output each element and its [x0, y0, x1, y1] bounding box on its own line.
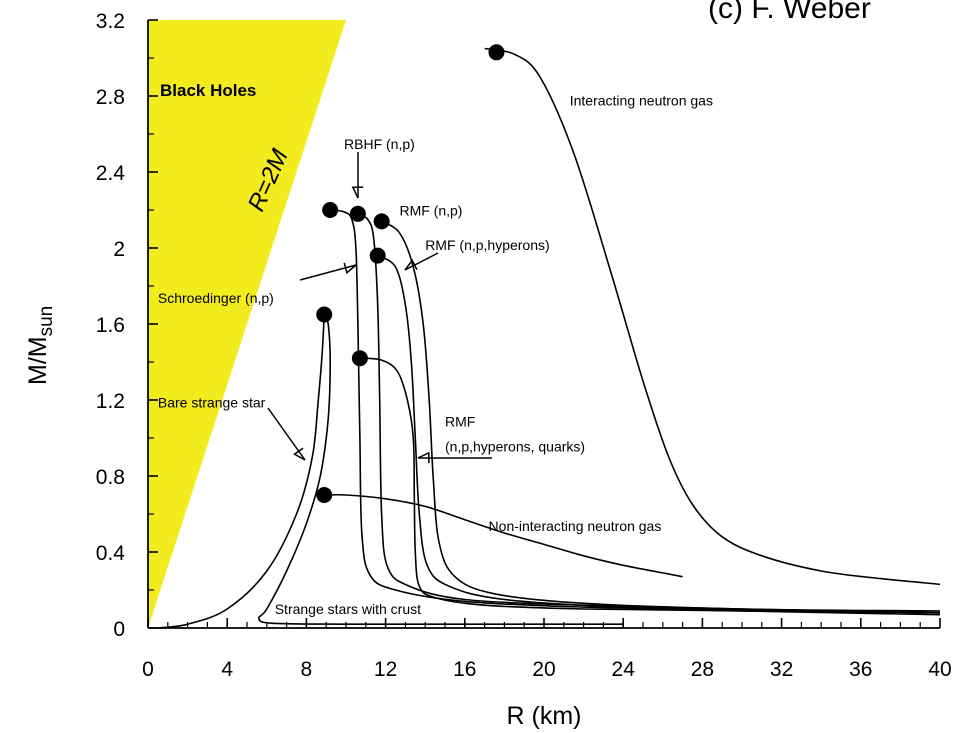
label-interacting-neutron-gas: Interacting neutron gas: [570, 93, 713, 109]
black-holes-label: Black Holes: [160, 81, 256, 100]
label-schroedinger-n-p: Schroedinger (n,p): [158, 290, 274, 306]
label-bare-strange-star: Bare strange star: [158, 395, 266, 411]
curve-schroedinger-n-p: [330, 209, 941, 616]
curve-strange-stars-with-crust: [257, 314, 624, 626]
x-tick-label: 20: [532, 658, 555, 681]
max-mass-point-rmf-n-p-hyperons: [369, 247, 386, 264]
curve-interacting-neutron-gas: [484, 47, 941, 586]
x-tick-label: 32: [770, 658, 793, 681]
labels-layer: Interacting neutron gas RBHF (n,p) RMF (n,…: [158, 93, 713, 617]
curve-bare-strange-star: [157, 314, 325, 629]
x-tick-label: 8: [301, 658, 313, 681]
x-tick-label: 40: [928, 658, 951, 681]
max-mass-point-rbhf-n-p: [349, 205, 366, 222]
bare-strange-star-arrow: [267, 407, 306, 461]
rmf-quarks-arrow: [417, 451, 492, 464]
axes-layer: 0 4 8 12 16 20 24 28 32 36 40 0 0.4 0.8 1.2 1.6 2 2.4 2.8 3…: [24, 10, 952, 730]
x-tick-label: 36: [849, 658, 872, 681]
y-tick-label: 2.4: [96, 162, 126, 185]
max-mass-point-non-interacting-neutron-gas: [316, 487, 333, 503]
curve-rmf-n-p-hyperons-quarks: [359, 357, 941, 614]
label-rmf-n-p: RMF (n,p): [399, 203, 462, 219]
arrows-layer: [267, 152, 492, 464]
schroedinger-arrow: [299, 262, 357, 281]
x-tick-label: 12: [374, 658, 397, 681]
x-tick-label: 24: [612, 658, 636, 681]
black-hole-region: [148, 20, 346, 628]
x-tick-label: 16: [453, 658, 476, 681]
rmf-hyperons-arrow: [404, 252, 439, 271]
max-mass-point-rmf-n-p: [373, 213, 390, 230]
label-rmf: RMF: [445, 414, 475, 430]
max-mass-point-bare-strange-star: [316, 306, 333, 323]
label-rmf-n-p-hyperons: RMF (n,p,hyperons): [425, 237, 549, 253]
y-tick-label: 1.2: [96, 390, 125, 413]
x-tick-label: 4: [221, 658, 233, 681]
image-credit: (c) F. Weber: [708, 0, 871, 25]
bare-strange-star-arrow-head: [293, 447, 306, 461]
rbhf-arrow: [351, 152, 364, 199]
y-axis-title-subscript: sun: [36, 306, 57, 337]
y-tick-label: 0.4: [96, 542, 126, 565]
y-tick-label: 3.2: [96, 10, 125, 33]
y-tick-label: 0: [113, 618, 125, 641]
x-axis-title: R (km): [507, 702, 582, 730]
rmf-quarks-arrow-head: [417, 451, 430, 464]
x-tick-label: 28: [691, 658, 714, 681]
schroedinger-arrow-shaft: [299, 264, 357, 281]
y-tick-label: 0.8: [96, 466, 125, 489]
rmf-hyperons-arrow-shaft: [404, 252, 439, 271]
label-n-p-hyperons-quarks: (n,p,hyperons, quarks): [445, 438, 585, 454]
curve-rmf-n-p: [381, 220, 941, 612]
label-non-interacting-neutron-gas: Non-interacting neutron gas: [489, 518, 662, 534]
max-mass-point-schroedinger-n-p: [322, 202, 339, 218]
rmf-hyperons-arrow-head: [404, 258, 418, 271]
curves-layer: [157, 44, 941, 629]
y-axis-title: M/Msun: [24, 306, 57, 385]
y-tick-label: 2: [113, 238, 125, 261]
bare-strange-star-arrow-shaft: [267, 407, 306, 461]
rbhf-arrow-head: [351, 186, 364, 199]
y-tick-label: 2.8: [96, 86, 125, 109]
curve-rmf-n-p-hyperons: [377, 254, 941, 614]
schroedinger-arrow-head: [343, 262, 357, 275]
curve-non-interacting-neutron-gas: [324, 493, 683, 578]
x-tick-label: 0: [142, 658, 154, 681]
max-mass-point-interacting-neutron-gas: [488, 44, 505, 61]
label-rbhf-n-p: RBHF (n,p): [344, 136, 415, 152]
y-tick-label: 1.6: [96, 314, 125, 337]
max-mass-point-rmf-n-p-hyperons-quarks: [351, 350, 368, 367]
label-strange-stars-with-crust: Strange stars with crust: [275, 601, 421, 617]
